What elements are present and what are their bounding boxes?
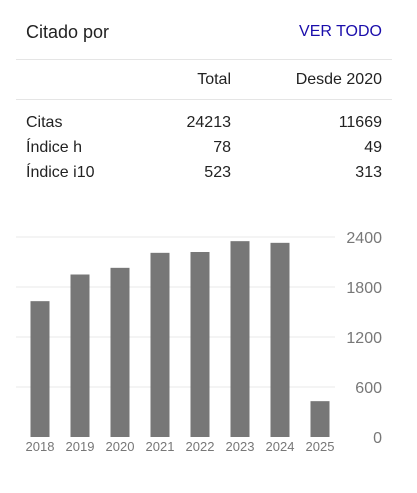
citations-per-year-chart: 2400 1800 1200 600 0 2018 2019 2020 2021 2022 2023… (0, 215, 417, 465)
row-label: Índice h (26, 139, 83, 156)
y-tick-label: 600 (355, 380, 382, 397)
column-header-since: Desde 2020 (295, 71, 382, 88)
bar-2023[interactable] (230, 241, 250, 437)
row-label: Índice i10 (26, 164, 95, 181)
row-total-value: 523 (204, 164, 231, 181)
x-tick-label: 2025 (306, 439, 335, 454)
table-row-i10-index: Índice i10 523 313 (16, 160, 392, 185)
x-tick-label: 2024 (266, 439, 295, 454)
table-header-divider (16, 99, 392, 100)
y-tick-label: 0 (373, 430, 382, 447)
row-since-value: 49 (364, 139, 382, 156)
row-since-value: 11669 (338, 114, 382, 131)
y-tick-label: 1800 (346, 280, 382, 297)
bar-2020[interactable] (110, 267, 130, 437)
table-row-h-index: Índice h 78 49 (16, 135, 392, 160)
x-tick-label: 2022 (186, 439, 215, 454)
x-tick-label: 2018 (26, 439, 55, 454)
bar-2024[interactable] (270, 242, 290, 437)
y-tick-label: 1200 (346, 330, 382, 347)
bar-2025[interactable] (310, 401, 330, 437)
column-header-total: Total (197, 71, 231, 88)
x-tick-label: 2019 (66, 439, 95, 454)
bar-2018[interactable] (30, 301, 50, 437)
header-divider (16, 59, 392, 60)
x-tick-label: 2021 (146, 439, 175, 454)
row-since-value: 313 (355, 164, 382, 181)
bar-2022[interactable] (190, 252, 210, 437)
row-total-value: 78 (213, 139, 231, 156)
row-total-value: 24213 (186, 114, 232, 131)
citations-bar-chart-svg: 2400 1800 1200 600 0 2018 2019 2020 2021 2022 2023… (16, 230, 382, 454)
citation-table-header: Total Desde 2020 (16, 60, 392, 99)
table-row-citations: Citas 24213 11669 (16, 110, 392, 135)
bar-2021[interactable] (150, 252, 170, 437)
card-title: Citado por (26, 22, 110, 42)
bar-2019[interactable] (70, 274, 90, 438)
citation-table: Citas 24213 11669 Índice h 78 49 Índice … (16, 110, 392, 185)
x-tick-label: 2020 (106, 439, 135, 454)
y-tick-label: 2400 (346, 230, 382, 247)
view-all-link[interactable]: VER TODO (299, 23, 382, 40)
x-tick-label: 2023 (226, 439, 255, 454)
card-header: Citado por VER TODO (16, 10, 392, 58)
row-label: Citas (26, 114, 63, 131)
